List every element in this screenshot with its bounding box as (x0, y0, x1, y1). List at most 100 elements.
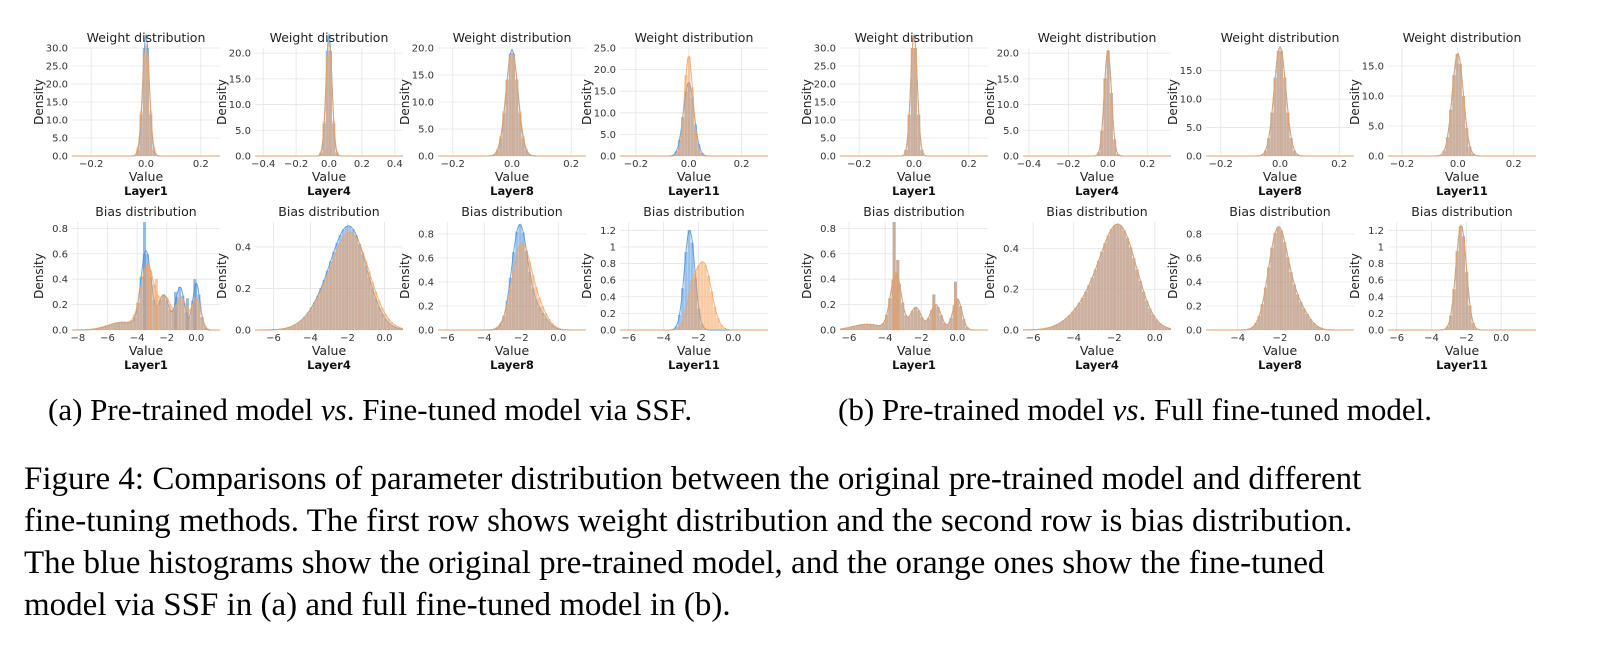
chart-title: Weight distribution (87, 30, 206, 45)
caption-b-vs: vs (1112, 392, 1139, 427)
histogram-bar (139, 285, 143, 330)
histogram-bar (959, 306, 963, 330)
x-tick-label: −4 (656, 333, 671, 344)
histogram-chart-a-bias-layer11: −6 −4 −2 0.0 0.0 0.2 0.4 0.6 0.8 1 1.2 Bias distrib… (580, 204, 768, 372)
histogram-bar (97, 327, 101, 330)
series-finetuned (839, 222, 988, 331)
x-tick-label: 0.0 (550, 333, 566, 344)
y-tick-label: 0.4 (820, 275, 836, 286)
y-tick-label: 20.0 (814, 80, 836, 91)
plot-area: −0.2 0.0 0.2 0.0 5.0 10.0 15.0 20.0 25.0 30.0 Weig… (32, 30, 220, 198)
y-tick-label: 0.6 (1186, 254, 1202, 265)
x-axis-label: Value (1080, 169, 1115, 184)
histogram-bar (1299, 301, 1303, 330)
figure-caption: Figure 4: Comparisons of parameter distr… (24, 458, 1574, 626)
x-tick-label: 0.2 (961, 159, 977, 170)
histogram-bar (878, 325, 882, 330)
histogram-bar (1302, 308, 1306, 330)
histogram-bar (920, 149, 924, 156)
histogram-bar (1305, 314, 1309, 330)
histogram-bar (885, 314, 889, 330)
x-tick-label: −2 (1273, 333, 1288, 344)
x-axis-label: Value (677, 169, 712, 184)
series-finetuned (620, 55, 768, 157)
y-tick-label: 15.0 (412, 71, 434, 82)
y-tick-label: 0.0 (418, 326, 434, 337)
x-tick-label: −2 (159, 333, 174, 344)
histogram-bar (1455, 54, 1459, 156)
histogram-bar (1122, 230, 1126, 330)
plot-area: −8 −6 −4 −2 0.0 0.0 0.2 0.4 0.6 0.8 Bias distribut… (32, 204, 220, 372)
histogram-bar (1263, 150, 1267, 156)
histogram-bar (168, 304, 172, 330)
histogram-bar (396, 326, 400, 330)
histogram-bar (1158, 323, 1162, 330)
x-tick-label: 0.2 (354, 159, 370, 170)
y-axis-label: Density (1348, 253, 1362, 299)
x-tick-label: 0.2 (734, 159, 750, 170)
x-tick-label: −2 (514, 333, 529, 344)
x-tick-label: 0.2 (1506, 159, 1522, 170)
histogram-bar (508, 56, 512, 156)
histogram-bar (965, 327, 969, 330)
histogram-bar (1276, 50, 1280, 157)
histogram-bar (1145, 300, 1149, 330)
x-tick-label: 0.0 (1450, 159, 1466, 170)
series-finetuned (1023, 49, 1171, 157)
histogram-bar (1064, 318, 1068, 330)
histogram-bar (1455, 251, 1459, 330)
histogram-bar (110, 323, 114, 330)
histogram-bar (94, 328, 98, 330)
histogram-bar (1164, 327, 1168, 330)
y-tick-label: 0.2 (235, 284, 251, 295)
y-tick-label: 0.0 (235, 326, 251, 337)
histogram-bar (955, 298, 959, 330)
histogram-bar (512, 270, 516, 330)
histogram-bar (706, 275, 710, 330)
histogram-bar (1260, 154, 1264, 156)
chart-title: Weight distribution (635, 30, 754, 45)
x-tick-label: −6 (266, 333, 281, 344)
histogram-bar (1321, 328, 1325, 330)
histogram-bar (862, 324, 866, 330)
histogram-bar (354, 237, 358, 330)
histogram-bar (881, 323, 885, 330)
y-tick-label: 10.0 (46, 116, 68, 127)
histogram-bar (399, 328, 403, 330)
histogram-bar (123, 322, 127, 330)
histogram-bar (681, 321, 685, 330)
kde-line-finetuned (1388, 53, 1536, 157)
histogram-bar (521, 243, 525, 330)
plot-area: −0.2 0.0 0.2 0.0 5.0 10.0 15.0 Weight distribut… (1166, 30, 1354, 198)
y-tick-label: 15.0 (814, 98, 836, 109)
histogram-bar (300, 320, 304, 330)
x-axis-label: Value (495, 169, 530, 184)
histogram-bar (197, 303, 201, 330)
x-tick-label: 0.0 (949, 333, 965, 344)
histogram-bar (843, 328, 847, 330)
y-tick-label: 0.6 (600, 276, 616, 287)
chart-title: Bias distribution (95, 204, 196, 219)
histogram-bar (499, 322, 503, 330)
y-tick-label: 30.0 (814, 44, 836, 55)
kde-line-finetuned (1023, 223, 1172, 331)
x-tick-label: 0.2 (1139, 159, 1155, 170)
histogram-bar-spike (147, 269, 151, 330)
kde-line-finetuned (620, 261, 768, 331)
histogram-bar (1113, 225, 1117, 330)
plot-area: −6 −4 −2 0.0 0.0 0.2 0.4 0.6 0.8 1 1.2 Bias distrib… (1348, 204, 1536, 372)
x-axis-label: Value (129, 343, 164, 358)
kde-line-finetuned (72, 263, 220, 331)
chart-title: Weight distribution (855, 30, 974, 45)
kde-line-finetuned (1023, 49, 1171, 157)
x-axis-label: Value (312, 343, 347, 358)
histogram-bar (162, 295, 166, 330)
histogram-bar (104, 325, 108, 330)
histogram-chart-a-weight-layer11: −0.2 0.0 0.2 0.0 5.0 10.0 15.0 20.0 25.0 Weight d… (580, 30, 768, 198)
x-tick-label: 0.2 (193, 159, 209, 170)
y-tick-label: 20.0 (412, 44, 434, 55)
histogram-bar (325, 55, 329, 156)
histogram-bar (492, 328, 496, 330)
y-axis-label: Density (1166, 79, 1180, 125)
histogram-bar (1051, 326, 1055, 330)
